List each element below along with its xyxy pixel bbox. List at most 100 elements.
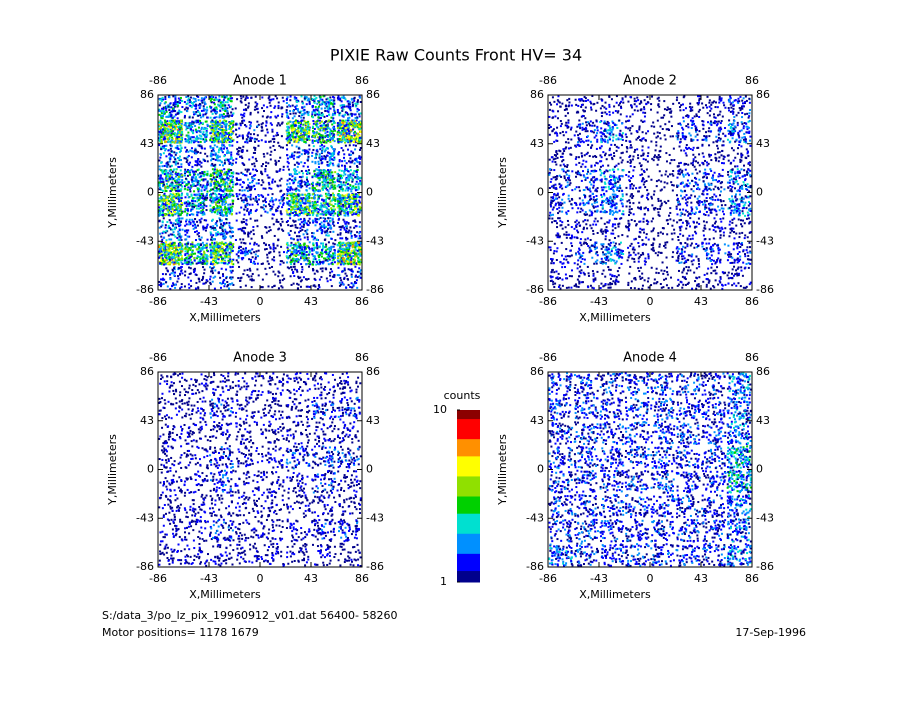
count-dot [173, 115, 176, 118]
count-dot [321, 183, 324, 186]
count-dot [248, 182, 251, 185]
count-dot [167, 140, 170, 143]
count-dot [278, 179, 281, 182]
count-dot [213, 127, 216, 130]
count-dot [163, 112, 166, 115]
count-dot [274, 180, 277, 183]
count-dot [287, 140, 290, 143]
count-dot [319, 172, 322, 175]
count-dot [318, 189, 321, 192]
count-dot [188, 124, 191, 127]
count-dot [221, 200, 224, 203]
count-dot [216, 120, 219, 123]
count-dot [219, 205, 222, 208]
count-dot [276, 133, 279, 136]
count-dot [242, 145, 245, 148]
count-dot [210, 183, 213, 186]
count-dot [158, 125, 161, 128]
count-dot [184, 174, 187, 177]
count-dot [248, 158, 251, 161]
count-dot [178, 141, 181, 144]
count-dot [314, 123, 317, 126]
count-dot [225, 124, 228, 127]
count-dot [230, 174, 233, 177]
heat-cell [311, 95, 337, 120]
count-dot [292, 121, 295, 124]
count-dot [226, 137, 229, 140]
count-dot [243, 208, 246, 211]
count-dot [229, 130, 232, 133]
count-dot [197, 95, 200, 98]
count-dot [183, 108, 186, 111]
count-dot [245, 139, 248, 142]
count-dot [253, 178, 256, 181]
count-dot [195, 178, 198, 181]
colorbar-step [457, 541, 480, 546]
heat-cell [158, 119, 184, 144]
count-dot [226, 173, 229, 176]
count-dot [318, 208, 321, 211]
count-dot [242, 199, 245, 202]
count-dot [200, 195, 203, 198]
colorbar-step [457, 530, 480, 534]
colorbar-step [457, 553, 480, 557]
count-dot [254, 195, 257, 198]
count-dot [253, 151, 256, 154]
count-dot [178, 235, 181, 238]
count-dot [292, 206, 295, 209]
count-dot [183, 124, 186, 127]
count-dot [171, 141, 174, 144]
count-dot [292, 195, 295, 198]
count-dot [351, 179, 354, 182]
count-dot [190, 194, 193, 197]
count-dot [298, 151, 301, 154]
count-dot [279, 184, 282, 187]
count-dot [206, 180, 209, 183]
count-dot [300, 127, 303, 130]
colorbar-step [457, 435, 480, 440]
count-dot [286, 127, 289, 130]
count-dot [164, 224, 167, 227]
count-dot [254, 95, 257, 98]
count-dot [314, 203, 317, 206]
count-dot [171, 193, 174, 196]
count-dot [321, 161, 324, 164]
colorbar-step [457, 447, 480, 451]
count-dot [301, 185, 304, 188]
count-dot [333, 177, 336, 180]
count-dot [201, 171, 204, 174]
count-dot [304, 131, 307, 134]
count-dot [344, 205, 347, 208]
count-dot [186, 231, 189, 234]
count-dot [300, 206, 303, 209]
count-dot [247, 106, 250, 109]
count-dot [288, 200, 291, 203]
count-dot [165, 199, 168, 202]
count-dot [323, 155, 326, 158]
count-dot [188, 164, 191, 167]
count-dot [165, 155, 168, 158]
heat-cell [209, 217, 235, 241]
count-dot [229, 179, 232, 182]
count-dot [292, 181, 295, 184]
count-dot [343, 129, 346, 132]
count-dot [317, 174, 320, 177]
count-dot [212, 164, 215, 167]
heat-cell [183, 95, 209, 119]
count-dot [241, 227, 244, 230]
count-dot [199, 183, 202, 186]
count-dot [197, 199, 200, 202]
count-dot [279, 146, 282, 149]
count-dot [304, 122, 307, 125]
count-dot [291, 179, 294, 182]
count-dot [211, 153, 214, 156]
count-dot [166, 221, 169, 224]
count-dot [174, 213, 177, 216]
count-dot [280, 213, 283, 216]
count-dot [257, 111, 260, 114]
count-dot [290, 127, 293, 130]
count-dot [220, 194, 223, 197]
count-dot [338, 122, 341, 125]
count-dot [161, 214, 164, 217]
count-dot [241, 150, 244, 153]
